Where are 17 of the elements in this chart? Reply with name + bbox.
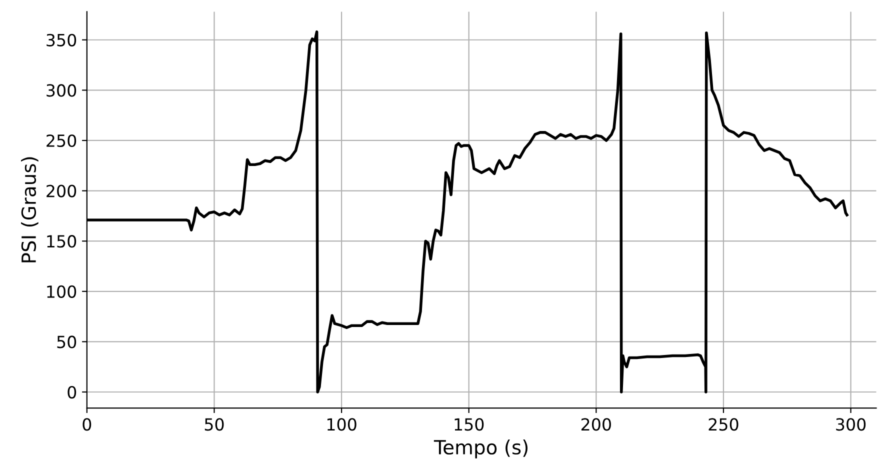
y-tick-label: 250 bbox=[46, 134, 76, 148]
y-tick-label: 350 bbox=[46, 34, 76, 46]
x-tick-label: 50 bbox=[204, 418, 224, 431]
x-tick-label: 300 bbox=[836, 418, 866, 431]
x-axis-title: Tempo (s) bbox=[434, 440, 528, 458]
x-tick-label: 0 bbox=[82, 418, 92, 431]
y-axis-title: PSI (Graus) bbox=[21, 157, 38, 262]
x-tick-label: 200 bbox=[581, 418, 611, 431]
y-tick-label: 300 bbox=[46, 84, 76, 97]
x-tick-label: 250 bbox=[708, 418, 738, 431]
y-tick-label: 0 bbox=[68, 386, 76, 399]
y-tick-label: 200 bbox=[46, 184, 76, 198]
x-tick-label: 150 bbox=[454, 418, 484, 431]
x-tick-label: 100 bbox=[327, 418, 356, 431]
y-tick-label: 100 bbox=[47, 285, 76, 298]
y-tick-label: 150 bbox=[47, 235, 76, 248]
y-tick-label: 50 bbox=[57, 336, 76, 348]
